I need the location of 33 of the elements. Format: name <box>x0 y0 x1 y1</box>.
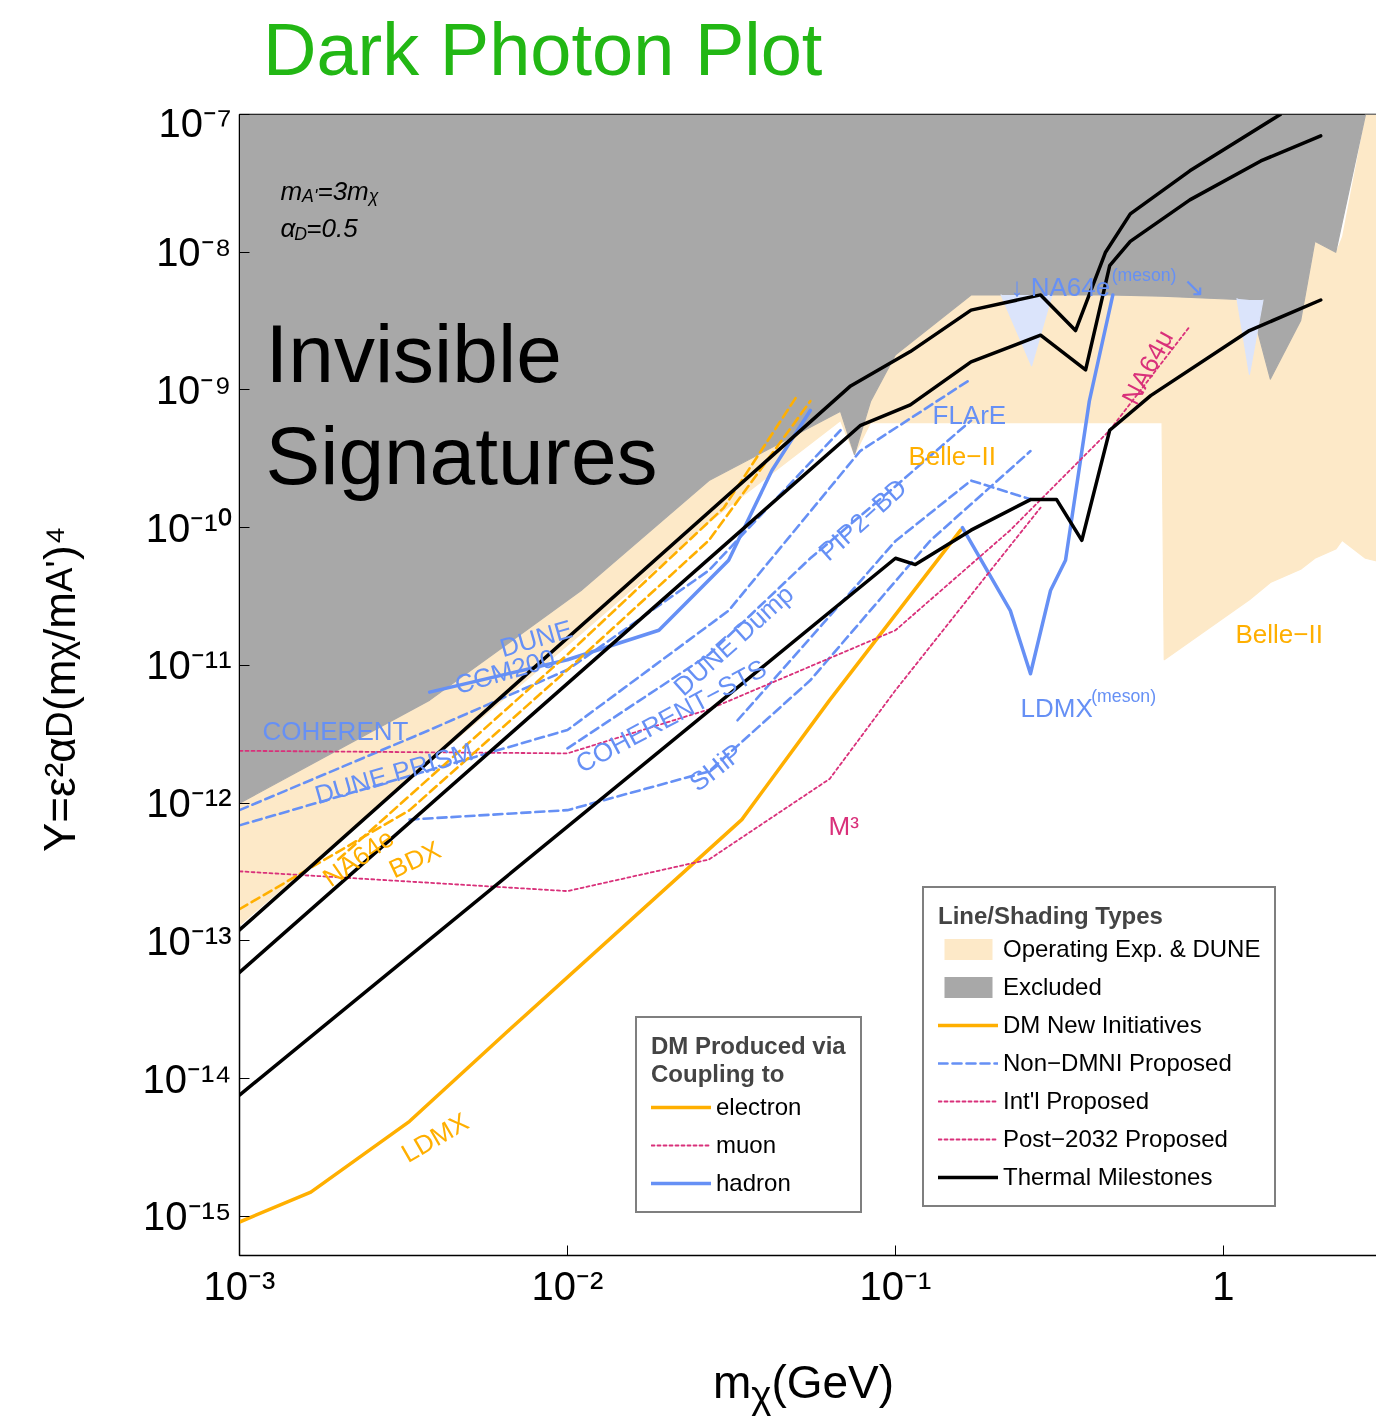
x-tick-label: 10⁻¹ <box>859 1263 932 1308</box>
y-tick-label: 10⁻¹³ <box>146 918 232 963</box>
y-tick-label: 10⁻¹⁴ <box>142 1056 232 1101</box>
x-tick-label: 1 <box>1212 1263 1235 1308</box>
legend-label: Excluded <box>1003 973 1102 1001</box>
y-tick-label: 10⁻⁷ <box>158 100 232 145</box>
annotation: electron <box>716 1093 802 1121</box>
legend-label: DM New Initiatives <box>1003 1011 1202 1039</box>
x-tick-label: 10⁻² <box>531 1263 604 1308</box>
annotation: muon <box>716 1131 777 1159</box>
y-tick-label: 10⁻⁸ <box>156 230 232 275</box>
annotation: Belle−II <box>1235 618 1323 649</box>
legend-label: Operating Exp. & DUNE <box>1003 935 1261 963</box>
legend-label: Thermal Milestones <box>1003 1163 1213 1191</box>
y-tick-label: 10⁻¹² <box>146 781 232 826</box>
annotation: hadron <box>716 1169 791 1197</box>
legend-label: Non−DMNI Proposed <box>1003 1049 1232 1077</box>
y-tick-label: 10⁻¹⁵ <box>143 1194 232 1239</box>
x-tick-label: 10⁻³ <box>203 1263 276 1308</box>
x-axis-title: m$_{χ}$(GeV) <box>711 1355 896 1419</box>
annotation: FLArE <box>932 399 1007 430</box>
legend-label: Int'l Proposed <box>1003 1087 1150 1115</box>
annotation: Belle−II <box>908 440 996 471</box>
text: mA'=3mχ αD=0.5 <box>280 175 379 244</box>
annotation: Invisible Signatures <box>265 308 658 501</box>
y-tick-label: 10⁻⁹ <box>155 367 232 412</box>
y-tick-label: 10⁻¹¹ <box>146 643 232 688</box>
annotation: DM Produced via Coupling to <box>651 1032 846 1088</box>
legend-title: Line/Shading Types <box>938 902 1164 930</box>
legend-label: Post−2032 Proposed <box>1003 1125 1228 1153</box>
annotation: M³ <box>828 810 860 841</box>
chart-title: Dark Photon Plot <box>263 7 823 93</box>
y-tick-label: 10⁻¹⁰ <box>145 505 232 550</box>
